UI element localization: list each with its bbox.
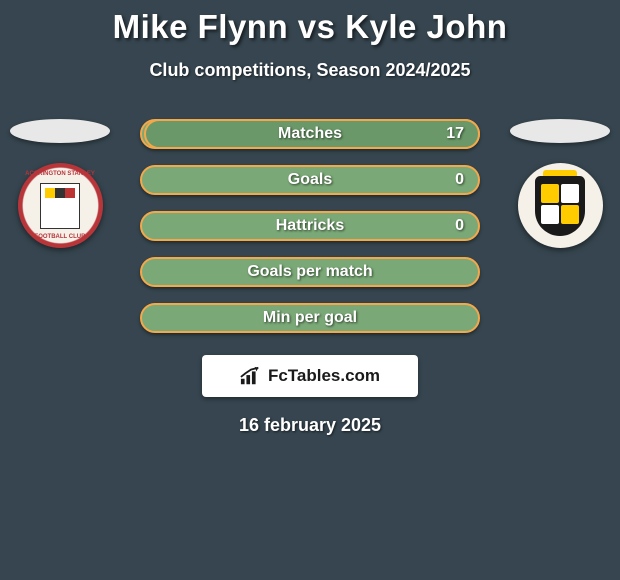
brand-text: FcTables.com <box>268 366 380 386</box>
stat-label: Goals <box>288 171 332 189</box>
stat-value-right: 0 <box>455 217 464 235</box>
stat-label: Min per goal <box>263 309 357 327</box>
player-right-silhouette <box>510 119 610 143</box>
stat-row-hattricks: Hattricks 0 <box>140 211 480 241</box>
player-left-column: ACCRINGTON STANLEY FOOTBALL CLUB <box>5 119 115 248</box>
crest-left-shield-icon <box>40 183 80 229</box>
stat-row-goals: Goals 0 <box>140 165 480 195</box>
date-text: 16 february 2025 <box>0 415 620 436</box>
stat-label: Hattricks <box>276 217 344 235</box>
brand-badge[interactable]: FcTables.com <box>202 355 418 397</box>
stat-row-min-per-goal: Min per goal <box>140 303 480 333</box>
player-right-name: Kyle John <box>345 8 507 45</box>
player-left-name: Mike Flynn <box>113 8 289 45</box>
crest-left-label-bottom: FOOTBALL CLUB <box>18 234 103 240</box>
stat-label: Matches <box>278 125 342 143</box>
title-separator: vs <box>298 8 336 45</box>
crest-left-label-top: ACCRINGTON STANLEY <box>18 171 103 177</box>
chart-icon <box>240 366 262 386</box>
subtitle: Club competitions, Season 2024/2025 <box>0 60 620 81</box>
club-crest-left: ACCRINGTON STANLEY FOOTBALL CLUB <box>18 163 103 248</box>
stat-row-matches: Matches 17 <box>140 119 480 149</box>
comparison-title: Mike Flynn vs Kyle John <box>0 0 620 46</box>
stat-row-goals-per-match: Goals per match <box>140 257 480 287</box>
crest-right-shield-icon <box>535 176 585 236</box>
content-area: ACCRINGTON STANLEY FOOTBALL CLUB Matches… <box>0 119 620 436</box>
stat-value-right: 17 <box>446 125 464 143</box>
player-right-column <box>505 119 615 248</box>
stat-rows: Matches 17 Goals 0 Hattricks 0 Goals per… <box>140 119 480 333</box>
stat-value-right: 0 <box>455 171 464 189</box>
player-left-silhouette <box>10 119 110 143</box>
club-crest-right <box>518 163 603 248</box>
stat-label: Goals per match <box>247 263 372 281</box>
